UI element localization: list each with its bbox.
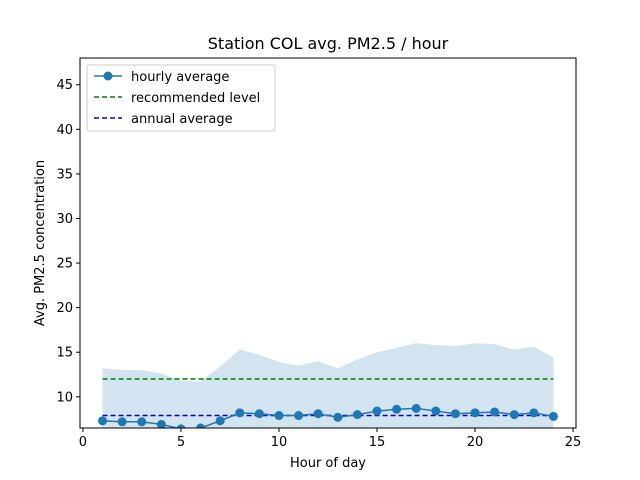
y-tick-label: 35 <box>56 167 73 182</box>
data-point <box>431 406 441 416</box>
legend-label-hourly-average: hourly average <box>131 70 229 85</box>
data-point <box>548 411 558 421</box>
data-point <box>490 407 500 417</box>
data-point <box>352 410 362 420</box>
x-tick-label: 10 <box>271 435 288 450</box>
data-point <box>294 411 304 421</box>
y-tick-label: 25 <box>56 257 73 272</box>
data-point <box>156 419 166 428</box>
x-tick-label: 25 <box>565 435 582 450</box>
data-point <box>274 411 284 421</box>
y-axis: 10 15 20 25 30 35 40 45 <box>56 78 80 405</box>
x-axis-label: Hour of day <box>290 456 366 471</box>
plot-area <box>98 343 558 428</box>
data-point <box>254 409 264 419</box>
data-point <box>313 409 323 419</box>
legend-label-recommended-level: recommended level <box>131 91 260 106</box>
legend-label-annual-average: annual average <box>131 112 233 127</box>
data-point <box>470 408 480 418</box>
data-point <box>372 406 382 416</box>
data-point <box>509 410 519 420</box>
data-point <box>137 417 147 427</box>
data-point <box>117 417 127 427</box>
band-area <box>102 343 554 428</box>
x-tick-label: 0 <box>79 435 87 450</box>
y-axis-label: Avg. PM2.5 concentration <box>33 160 48 326</box>
chart-title: Station COL avg. PM2.5 / hour <box>208 34 449 53</box>
y-tick-label: 10 <box>56 390 73 405</box>
data-point <box>215 416 225 426</box>
y-tick-label: 15 <box>56 346 73 361</box>
data-point <box>450 409 460 419</box>
y-tick-label: 20 <box>56 301 73 316</box>
legend-marker-hourly-average <box>103 71 113 81</box>
y-tick-label: 45 <box>56 78 73 93</box>
data-point <box>235 408 245 418</box>
data-point <box>411 403 421 413</box>
plot-frame <box>79 57 577 429</box>
y-tick-label: 40 <box>56 123 73 138</box>
data-point <box>176 424 186 428</box>
x-tick-label: 20 <box>467 435 484 450</box>
legend: hourly average recommended level annual … <box>86 64 276 132</box>
data-point <box>529 408 539 418</box>
x-tick-label: 5 <box>177 435 185 450</box>
data-point <box>98 416 108 426</box>
data-point <box>333 412 343 422</box>
data-point <box>392 404 402 414</box>
data-point <box>196 423 206 428</box>
x-axis: 0 5 10 15 20 25 <box>79 428 582 450</box>
y-tick-label: 30 <box>56 212 73 227</box>
legend-box <box>86 64 276 132</box>
x-tick-label: 15 <box>369 435 386 450</box>
